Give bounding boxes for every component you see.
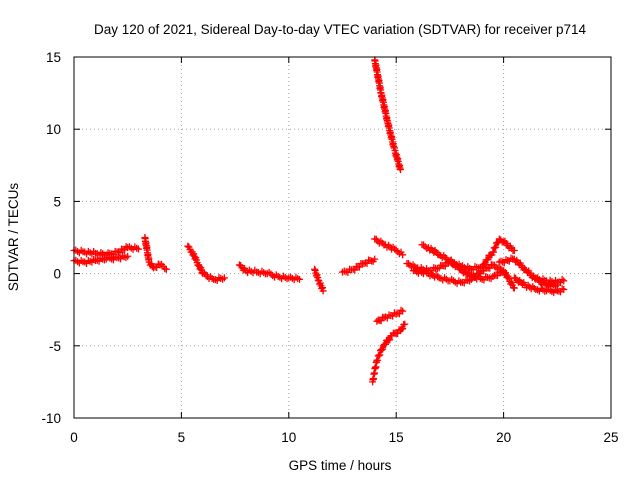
data-point: [493, 272, 501, 280]
data-point: [530, 284, 538, 292]
y-tick-label: -5: [49, 339, 61, 354]
data-point: [122, 254, 130, 262]
data-point: [399, 307, 407, 315]
data-point: [134, 245, 142, 253]
data-point: [397, 306, 405, 314]
data-point: [401, 320, 409, 328]
data-point: [351, 266, 359, 274]
x-tick-label: 0: [70, 430, 78, 445]
data-point: [423, 269, 431, 277]
data-point: [392, 246, 400, 254]
data-point: [386, 336, 394, 344]
data-point: [490, 248, 498, 256]
data-point: [502, 256, 510, 264]
data-point: [191, 255, 199, 263]
data-point: [219, 275, 227, 283]
data-point: [507, 254, 515, 262]
data-point: [492, 243, 500, 251]
y-tick-label: 15: [46, 50, 61, 65]
axis-ticks: 0 5 10 15 20 25 -10 -5 0 5 10 15: [41, 50, 618, 445]
data-point: [471, 273, 479, 281]
x-tick-label: 25: [603, 430, 618, 445]
data-point: [510, 246, 518, 254]
y-tick-label: 5: [53, 194, 61, 209]
y-tick-label: 10: [46, 122, 61, 137]
x-tick-label: 20: [496, 430, 511, 445]
plot-frame: [73, 56, 612, 419]
x-tick-label: 5: [178, 430, 186, 445]
data-point: [437, 274, 445, 282]
y-tick-label: 0: [53, 267, 61, 282]
data-point: [133, 244, 141, 252]
x-axis-label: GPS time / hours: [289, 458, 392, 473]
data-point: [196, 265, 204, 273]
data-point: [395, 250, 403, 258]
data-points: [70, 56, 568, 386]
data-point: [86, 249, 94, 257]
data-point: [162, 265, 170, 273]
data-point: [558, 285, 566, 293]
data-point: [560, 277, 568, 285]
data-point: [497, 257, 505, 265]
data-point: [374, 356, 382, 364]
data-point: [558, 276, 566, 284]
data-point: [486, 264, 494, 272]
data-point: [510, 284, 518, 292]
chart-title: Day 120 of 2021, Sidereal Day-to-day VTE…: [94, 22, 586, 37]
data-point: [396, 166, 404, 174]
data-point: [489, 272, 497, 280]
data-point: [199, 270, 207, 278]
data-point: [379, 345, 387, 353]
y-tick-label: -10: [41, 411, 61, 426]
data-point: [220, 274, 228, 282]
data-point: [208, 275, 216, 283]
data-point: [124, 252, 132, 260]
data-point: [265, 268, 273, 276]
data-point: [399, 325, 407, 333]
data-point: [319, 287, 327, 295]
data-point: [318, 284, 326, 292]
data-point: [434, 273, 442, 281]
data-point: [267, 270, 275, 278]
x-tick-label: 15: [389, 430, 404, 445]
data-point: [381, 340, 389, 348]
data-point: [394, 329, 402, 337]
data-point: [399, 251, 407, 259]
y-axis-label: SDTVAR / TECUs: [6, 183, 21, 292]
data-point: [247, 267, 255, 275]
data-point: [480, 267, 488, 275]
data-point: [560, 285, 568, 293]
data-point: [441, 262, 449, 270]
grid-lines: [74, 57, 611, 418]
data-point: [484, 256, 492, 264]
x-tick-label: 10: [281, 430, 296, 445]
data-point: [371, 255, 379, 263]
data-point: [376, 351, 384, 359]
data-point: [294, 275, 302, 283]
data-point: [296, 275, 304, 283]
data-point: [81, 258, 89, 266]
data-point: [355, 263, 363, 271]
